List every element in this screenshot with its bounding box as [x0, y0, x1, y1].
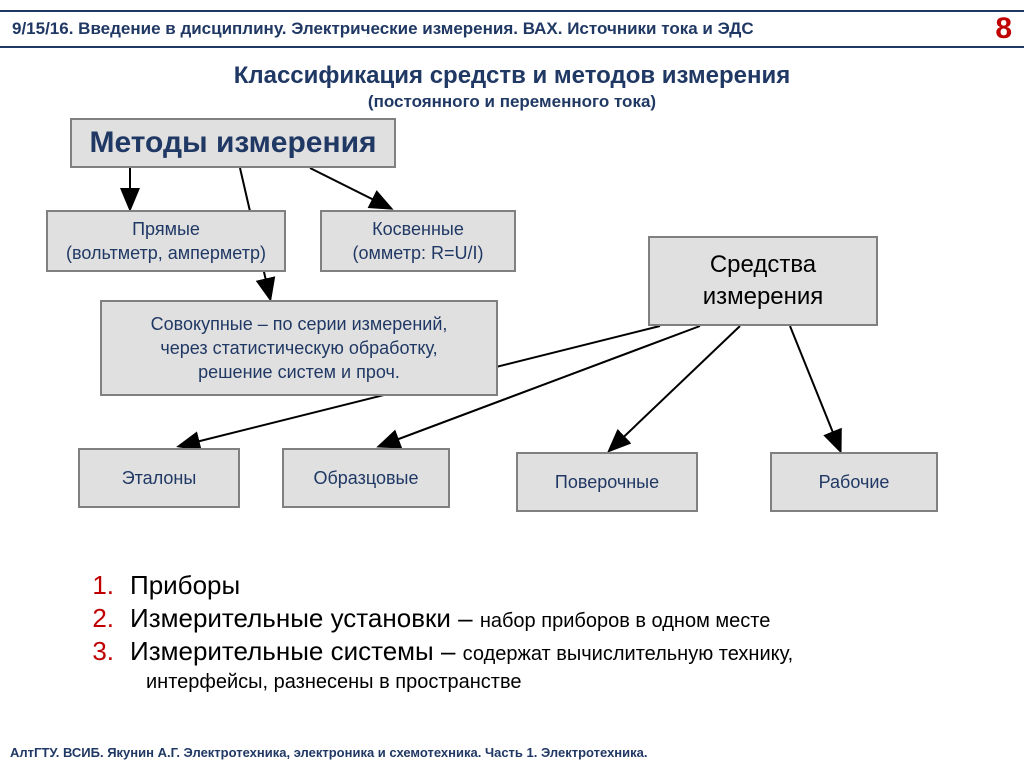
list-text-1: Приборы	[130, 570, 240, 601]
node-means-label: Средства измерения	[703, 249, 824, 314]
list-item: 2. Измерительные установки – набор прибо…	[70, 603, 970, 634]
node-etalons-label: Эталоны	[122, 466, 197, 490]
footer-text: АлтГТУ. ВСИБ. Якунин А.Г. Электротехника…	[10, 745, 648, 760]
node-indirect-label: Косвенные (омметр: R=U/I)	[353, 217, 484, 266]
node-combined-label: Совокупные – по серии измерений, через с…	[151, 312, 448, 385]
list-main-3: Измерительные системы –	[130, 636, 463, 666]
list-rest-3: содержат вычислительную технику,	[463, 643, 794, 665]
list-text-3: Измерительные системы – содержат вычисли…	[130, 636, 793, 667]
list-num-2: 2.	[70, 603, 130, 634]
node-working: Рабочие	[770, 452, 938, 512]
list-text-2: Измерительные установки – набор приборов…	[130, 603, 770, 634]
list-item: 3. Измерительные системы – содержат вычи…	[70, 636, 970, 667]
node-combined: Совокупные – по серии измерений, через с…	[100, 300, 498, 396]
node-samples-label: Образцовые	[313, 466, 418, 490]
node-methods: Методы измерения	[70, 118, 396, 168]
header-title: 9/15/16. Введение в дисциплину. Электрич…	[12, 19, 754, 39]
slide-header: 9/15/16. Введение в дисциплину. Электрич…	[0, 10, 1024, 48]
node-methods-label: Методы измерения	[89, 123, 376, 164]
node-means: Средства измерения	[648, 236, 878, 326]
list-main-1: Приборы	[130, 570, 240, 600]
list-num-1: 1.	[70, 570, 130, 601]
list-cont-3: интерфейсы, разнесены в пространстве	[146, 670, 970, 694]
list-rest-2: набор приборов в одном месте	[480, 610, 771, 632]
list-main-2: Измерительные установки –	[130, 603, 480, 633]
node-etalons: Эталоны	[78, 448, 240, 508]
list-item: 1. Приборы	[70, 570, 970, 601]
main-title: Классификация средств и методов измерени…	[0, 62, 1024, 90]
node-verify-label: Поверочные	[555, 470, 659, 494]
node-verify: Поверочные	[516, 452, 698, 512]
node-indirect: Косвенные (омметр: R=U/I)	[320, 210, 516, 272]
subtitle: (постоянного и переменного тока)	[0, 92, 1024, 112]
node-working-label: Рабочие	[819, 470, 890, 494]
node-direct: Прямые (вольтметр, амперметр)	[46, 210, 286, 272]
page-number: 8	[995, 12, 1012, 46]
node-direct-label: Прямые (вольтметр, амперметр)	[66, 217, 266, 266]
list-num-3: 3.	[70, 636, 130, 667]
ordered-list: 1. Приборы 2. Измерительные установки – …	[70, 570, 970, 694]
node-samples: Образцовые	[282, 448, 450, 508]
